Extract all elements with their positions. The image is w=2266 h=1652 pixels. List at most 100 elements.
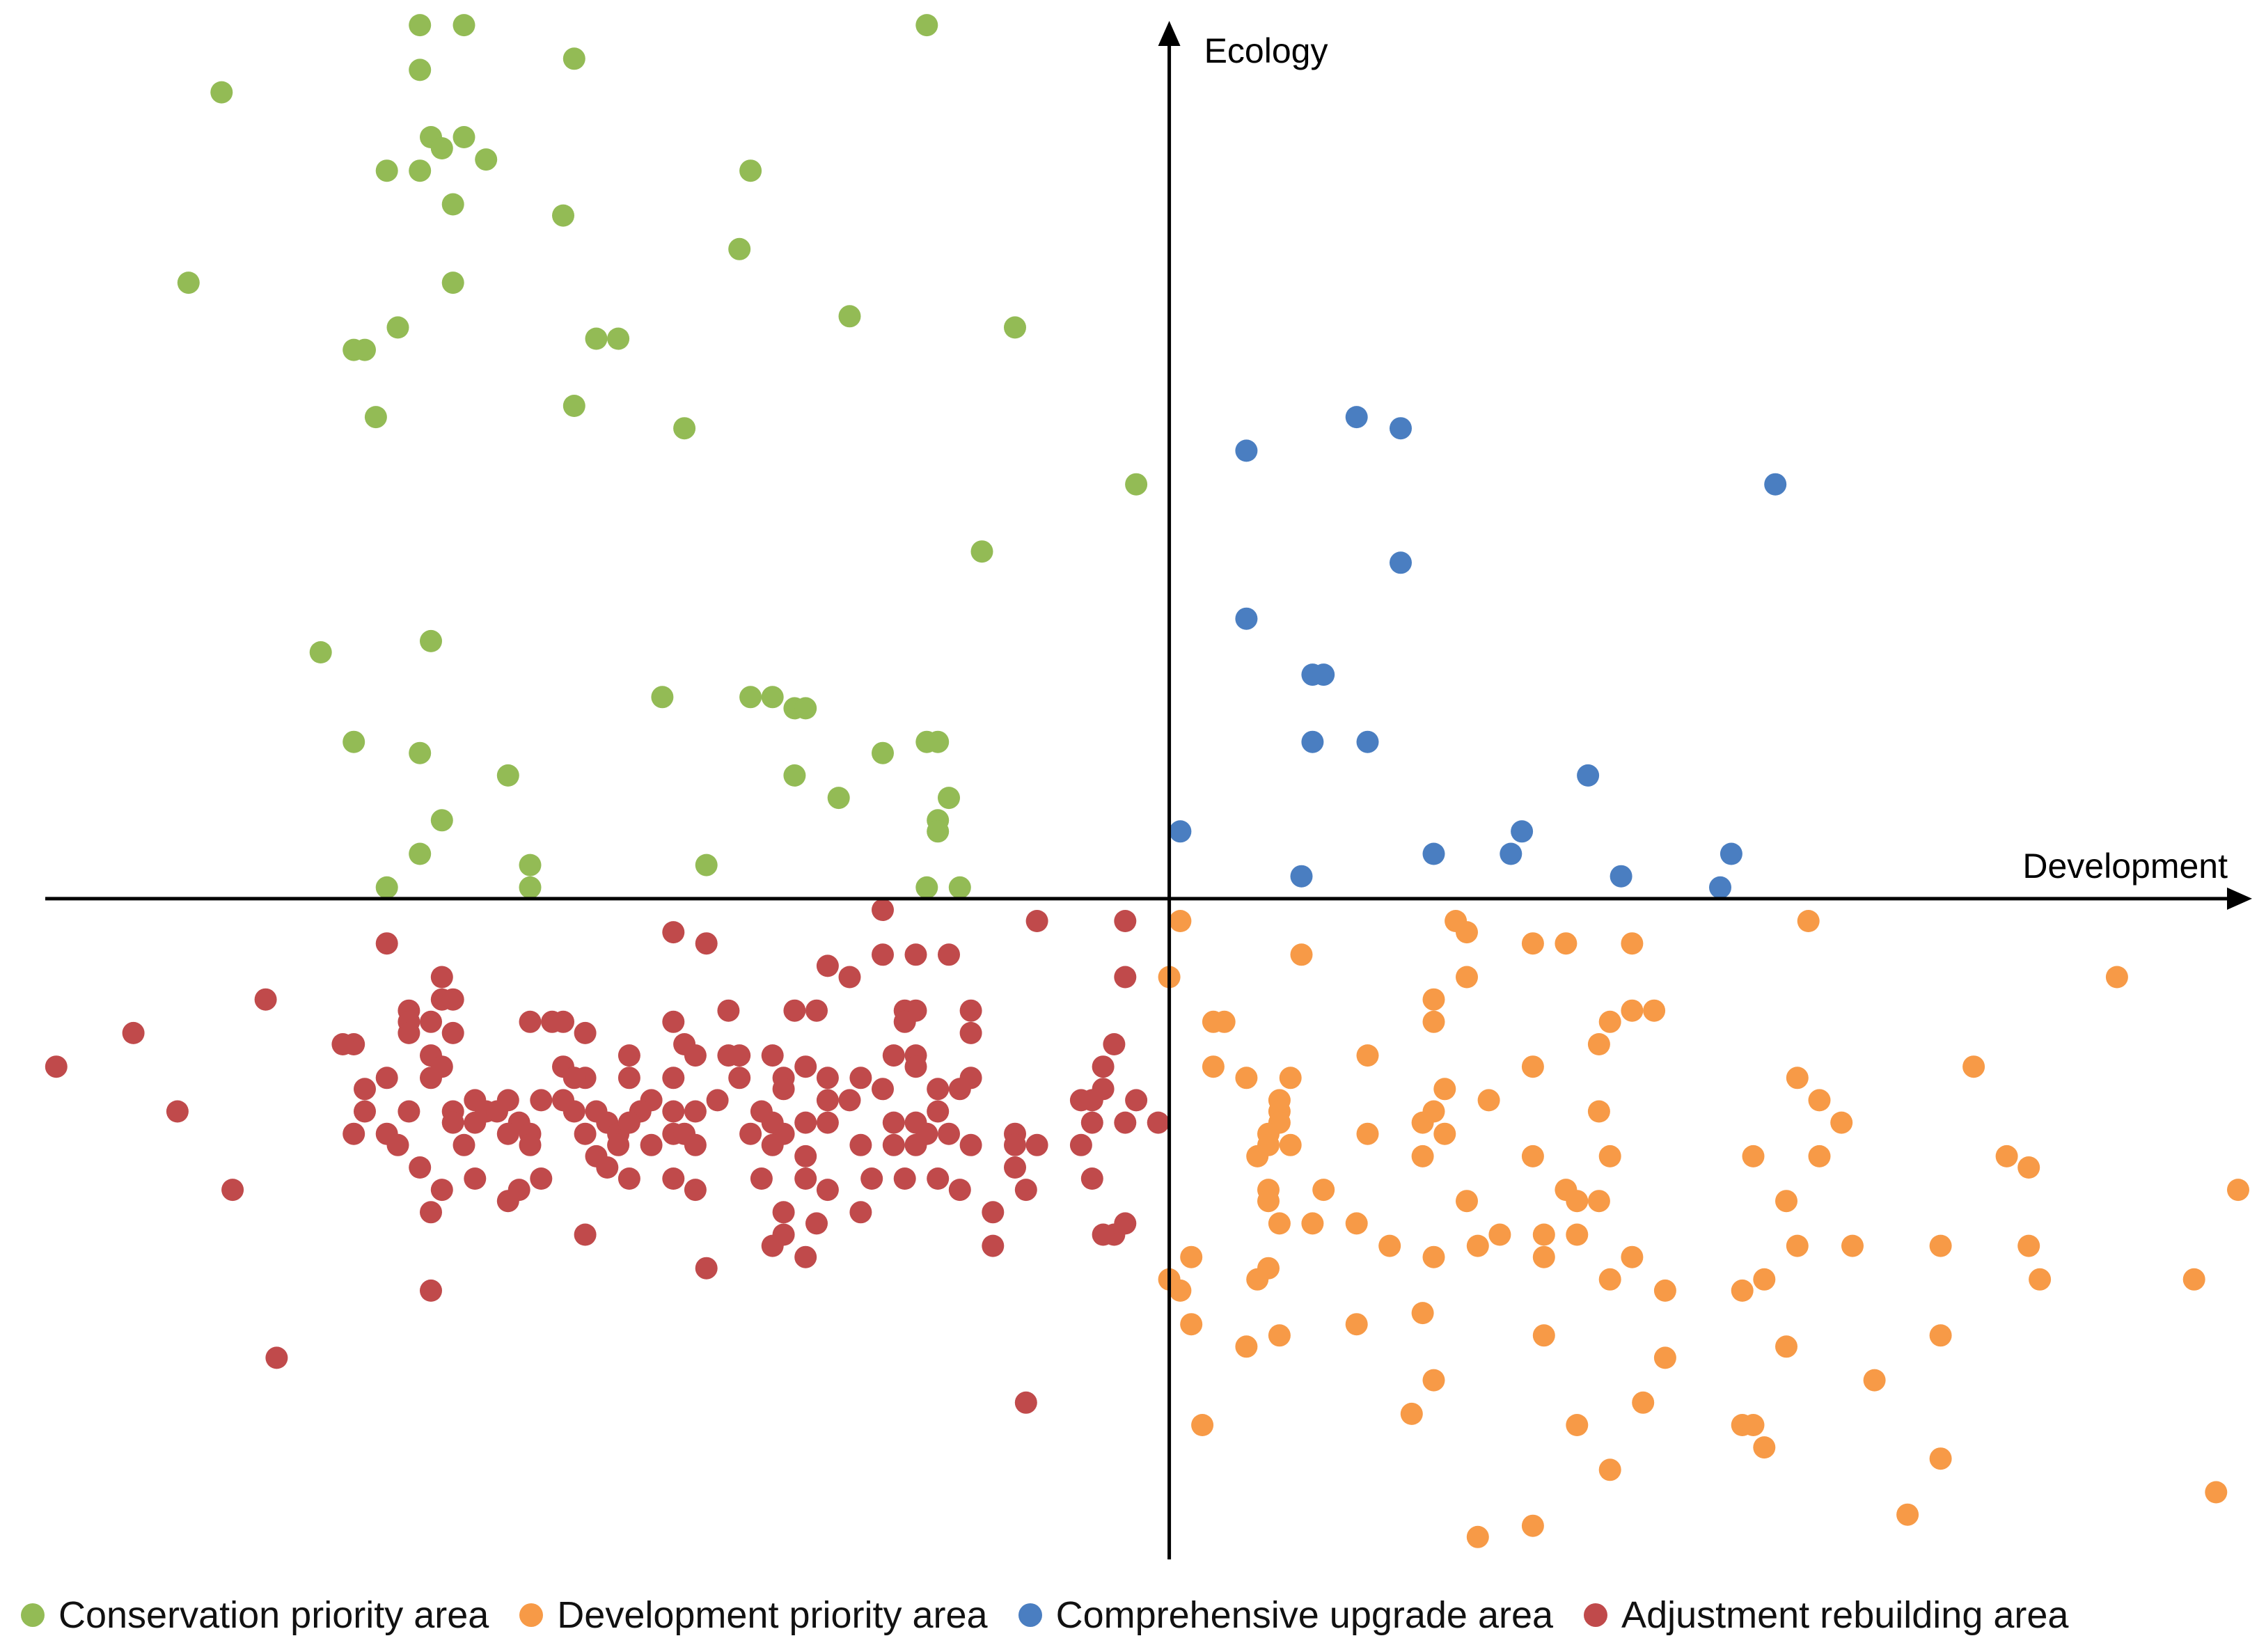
point-development-64	[1378, 1234, 1401, 1257]
point-development-101	[1753, 1436, 1776, 1459]
point-conservation-40	[915, 730, 938, 753]
point-rebuilding-131	[904, 1133, 927, 1156]
point-development-40	[1521, 1144, 1544, 1167]
point-development-12	[1621, 999, 1644, 1022]
point-rebuilding-139	[464, 1167, 487, 1190]
x-axis-title: Development	[2022, 847, 2228, 886]
point-conservation-14	[552, 204, 574, 227]
point-rebuilding-31	[122, 1021, 145, 1044]
point-rebuilding-135	[1069, 1133, 1092, 1156]
point-development-24	[1433, 1078, 1456, 1101]
point-rebuilding-27	[552, 1010, 574, 1033]
point-conservation-25	[364, 406, 387, 429]
point-development-65	[1466, 1234, 1489, 1257]
point-rebuilding-97	[882, 1111, 905, 1134]
point-rebuilding-164	[574, 1223, 597, 1246]
point-conservation-3	[562, 47, 585, 70]
point-upgrade-2	[1235, 439, 1258, 462]
point-rebuilding-99	[343, 1122, 365, 1145]
point-development-39	[1433, 1122, 1456, 1145]
point-development-13	[1643, 999, 1666, 1022]
point-rebuilding-73	[530, 1089, 553, 1112]
point-conservation-52	[375, 876, 398, 899]
point-rebuilding-160	[849, 1201, 872, 1224]
point-development-58	[1345, 1212, 1368, 1235]
point-rebuilding-82	[398, 1100, 420, 1123]
point-rebuilding-75	[706, 1089, 729, 1112]
point-development-43	[1279, 1133, 1302, 1156]
point-conservation-8	[453, 126, 475, 148]
point-rebuilding-128	[794, 1144, 817, 1167]
point-rebuilding-0	[872, 899, 894, 921]
point-development-0	[1169, 910, 1192, 932]
point-rebuilding-51	[45, 1055, 68, 1078]
point-rebuilding-64	[816, 1067, 839, 1089]
point-rebuilding-50	[1092, 1055, 1115, 1078]
legend-item-upgrade: Comprehensive upgrade area	[1018, 1594, 1553, 1637]
point-rebuilding-15	[441, 988, 464, 1011]
point-development-2	[1456, 921, 1478, 944]
point-rebuilding-4	[695, 932, 718, 955]
point-conservation-17	[177, 272, 200, 294]
point-rebuilding-3	[662, 921, 685, 944]
legend-label-conservation: Conservation priority area	[58, 1594, 489, 1636]
point-conservation-47	[927, 820, 950, 843]
point-development-105	[2205, 1481, 2228, 1504]
point-rebuilding-25	[519, 1010, 542, 1033]
point-rebuilding-112	[794, 1111, 817, 1134]
point-development-68	[1621, 1245, 1644, 1268]
point-conservation-0	[409, 14, 432, 37]
point-development-84	[1411, 1302, 1434, 1325]
point-rebuilding-158	[816, 1179, 839, 1202]
point-rebuilding-120	[386, 1133, 409, 1156]
point-conservation-2	[915, 14, 938, 37]
point-rebuilding-154	[1080, 1167, 1103, 1190]
point-rebuilding-133	[1004, 1133, 1026, 1156]
point-development-21	[1521, 1055, 1544, 1078]
point-upgrade-15	[1720, 842, 1742, 865]
point-rebuilding-68	[872, 1078, 894, 1101]
point-rebuilding-148	[860, 1167, 883, 1190]
point-conservation-22	[607, 327, 630, 350]
point-development-35	[1830, 1111, 1853, 1134]
point-development-5	[1621, 932, 1644, 955]
point-development-78	[1169, 1279, 1192, 1302]
point-rebuilding-140	[530, 1167, 553, 1190]
point-development-41	[1411, 1144, 1434, 1167]
point-development-72	[1786, 1234, 1809, 1257]
point-rebuilding-9	[816, 954, 839, 977]
point-rebuilding-29	[893, 1010, 916, 1033]
point-conservation-50	[519, 853, 542, 876]
point-conservation-28	[1125, 473, 1148, 496]
point-development-25	[1786, 1067, 1809, 1089]
point-rebuilding-161	[982, 1201, 1005, 1224]
legend-item-conservation: Conservation priority area	[21, 1594, 489, 1637]
point-rebuilding-132	[959, 1133, 982, 1156]
point-conservation-49	[409, 842, 432, 865]
point-development-76	[1246, 1268, 1269, 1291]
point-development-74	[1929, 1234, 1952, 1257]
point-rebuilding-54	[562, 1067, 585, 1089]
point-conservation-54	[915, 876, 938, 899]
point-development-98	[1566, 1414, 1589, 1436]
point-development-81	[1753, 1268, 1776, 1291]
point-conservation-20	[354, 338, 376, 361]
point-development-47	[2017, 1156, 2040, 1179]
legend-label-development: Development priority area	[557, 1594, 988, 1636]
point-development-20	[1202, 1055, 1225, 1078]
point-rebuilding-11	[430, 966, 453, 989]
point-rebuilding-30	[959, 1021, 982, 1044]
point-development-8	[1290, 943, 1313, 966]
point-rebuilding-127	[761, 1133, 784, 1156]
point-development-15	[1213, 1010, 1236, 1033]
point-rebuilding-1	[1025, 910, 1048, 932]
point-upgrade-4	[1390, 551, 1412, 574]
point-conservation-41	[496, 764, 519, 787]
point-development-42	[1246, 1144, 1269, 1167]
legend-marker-rebuilding-icon	[1584, 1603, 1608, 1627]
point-development-18	[1587, 1033, 1610, 1055]
point-conservation-45	[938, 787, 960, 810]
point-conservation-26	[562, 395, 585, 417]
point-development-61	[1301, 1212, 1324, 1235]
